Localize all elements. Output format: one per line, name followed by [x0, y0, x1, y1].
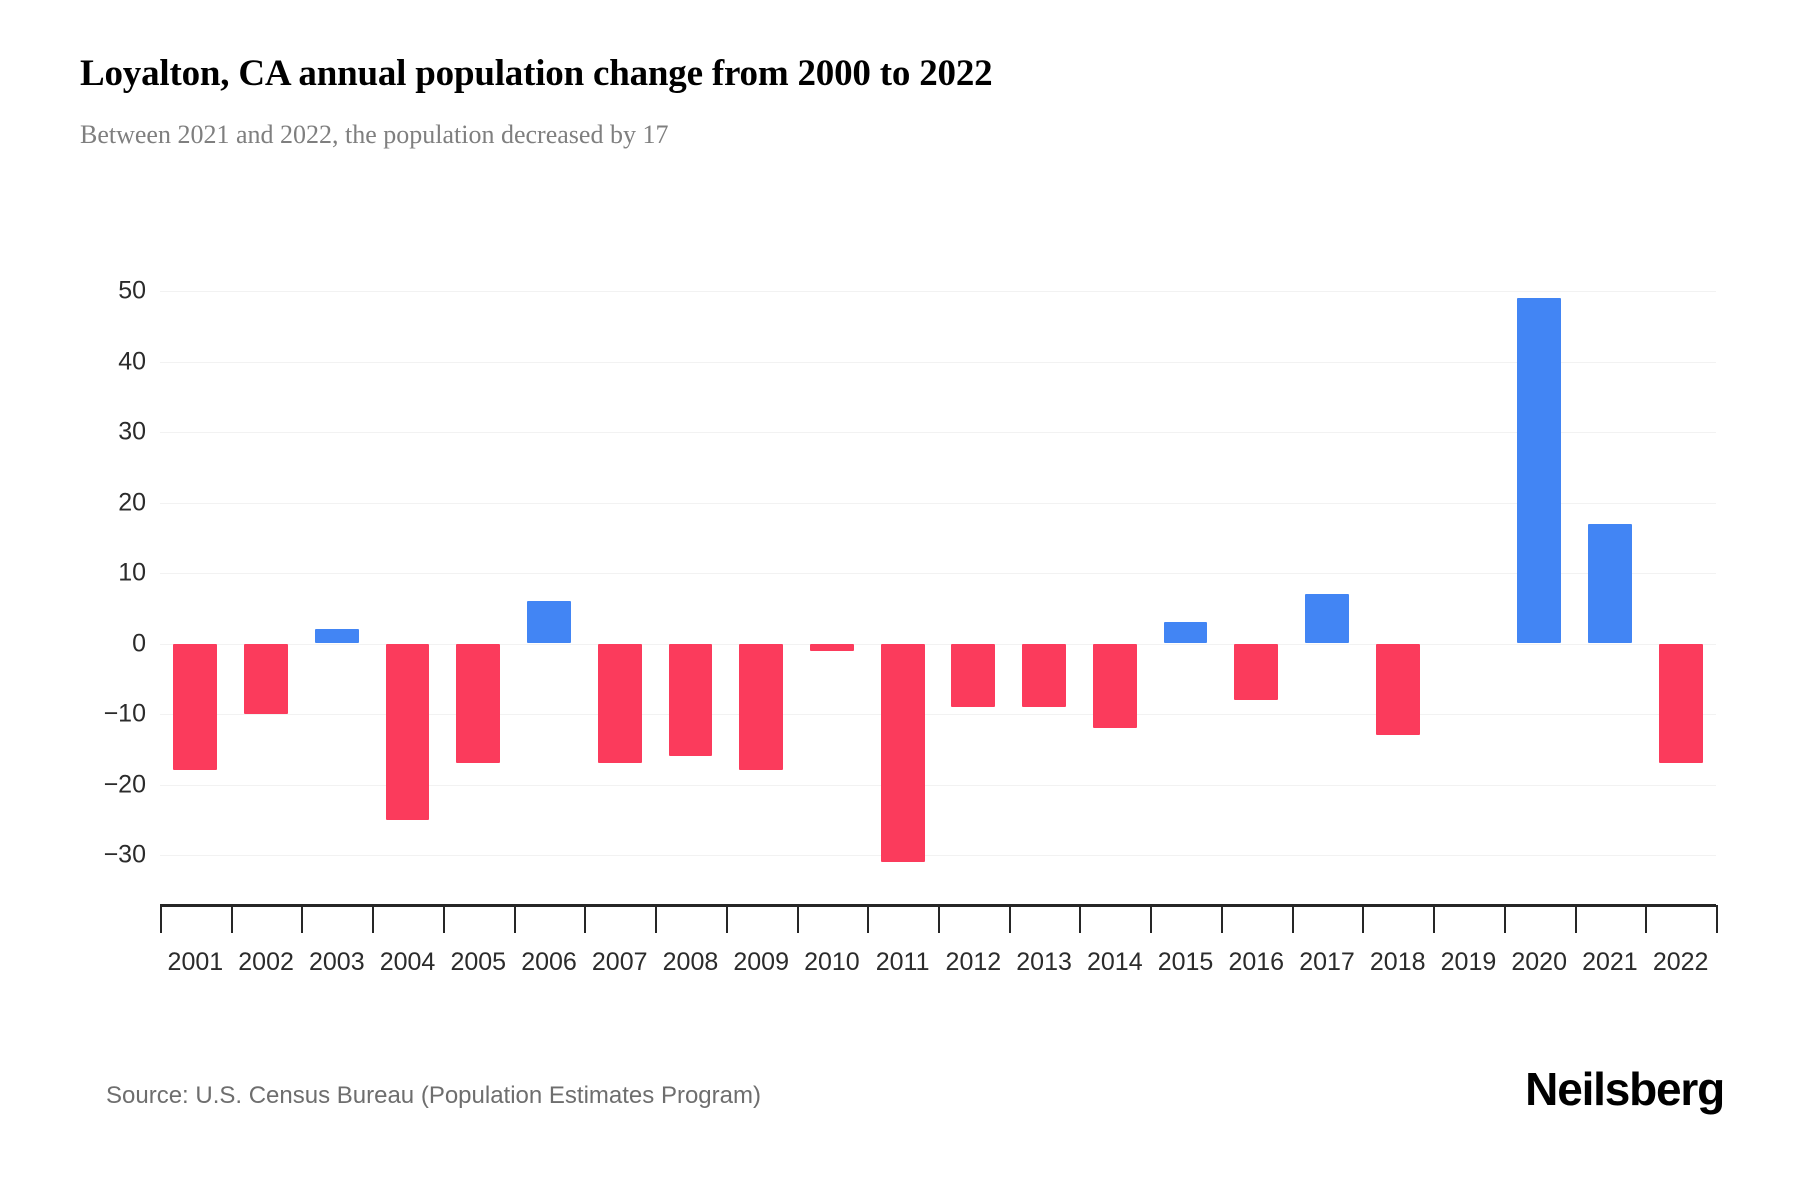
bar-2004[interactable] [385, 643, 430, 820]
x-tick-mark [513, 905, 516, 933]
x-tick-label-2008: 2008 [662, 948, 719, 976]
x-tick-mark [1220, 905, 1223, 933]
y-tick-label: −20 [103, 770, 146, 798]
x-tick-label-2018: 2018 [1369, 948, 1426, 976]
bar-2005[interactable] [456, 643, 501, 764]
bar-2006[interactable] [527, 601, 571, 644]
x-tick-label-2010: 2010 [804, 948, 860, 976]
y-tick-label: 50 [118, 276, 146, 305]
x-tick-mark [725, 905, 728, 933]
bar-2008[interactable] [668, 643, 713, 757]
x-tick-label-2001: 2001 [167, 948, 224, 976]
x-tick-mark [1150, 905, 1153, 933]
bar-2013[interactable] [1022, 643, 1066, 707]
bar-2016[interactable] [1234, 643, 1279, 700]
gridline [160, 643, 1716, 645]
x-tick-mark [301, 905, 304, 933]
x-tick-label-2013: 2013 [1016, 948, 1072, 976]
y-tick-label: 40 [118, 347, 146, 375]
bar-2020[interactable] [1517, 298, 1562, 644]
bar-2001[interactable] [173, 643, 218, 771]
x-tick-mark [796, 905, 799, 933]
bar-2007[interactable] [597, 643, 642, 764]
y-tick-label: 20 [118, 488, 146, 516]
x-tick-mark [867, 905, 870, 933]
gridline [160, 291, 1716, 292]
y-tick-label: 30 [118, 417, 146, 446]
plot-area [160, 291, 1716, 863]
x-tick-label-2011: 2011 [875, 948, 930, 976]
bar-2011[interactable] [880, 643, 925, 863]
x-tick-mark [1574, 905, 1577, 933]
x-tick-label-2019: 2019 [1440, 948, 1497, 976]
bar-2012[interactable] [951, 643, 996, 707]
x-tick-mark [1362, 905, 1365, 933]
x-tick-label-2016: 2016 [1228, 948, 1285, 976]
y-tick-label: 0 [132, 629, 146, 657]
x-tick-label-2005: 2005 [450, 948, 507, 976]
bar-2022[interactable] [1658, 643, 1703, 764]
bar-2018[interactable] [1375, 643, 1420, 736]
bar-2002[interactable] [244, 643, 288, 714]
bar-2015[interactable] [1163, 622, 1208, 644]
bar-2021[interactable] [1587, 523, 1632, 644]
x-tick-mark [160, 905, 162, 933]
x-tick-mark [1079, 905, 1082, 933]
x-tick-label-2020: 2020 [1511, 948, 1567, 976]
gridline [160, 432, 1716, 433]
x-tick-label-2021: 2021 [1582, 948, 1638, 976]
gridline [160, 573, 1716, 574]
x-tick-label-2003: 2003 [309, 948, 365, 976]
bar-2010[interactable] [809, 643, 854, 651]
page-title: Loyalton, CA annual population change fr… [80, 53, 993, 94]
x-tick-label-2002: 2002 [238, 948, 294, 976]
gridline [160, 714, 1716, 715]
gridline [160, 361, 1716, 363]
y-tick-label: −10 [103, 699, 146, 728]
x-tick-mark [1645, 905, 1648, 933]
x-tick-mark [1503, 905, 1506, 933]
bar-2017[interactable] [1305, 594, 1349, 644]
y-tick-label: −30 [103, 840, 146, 869]
page-subtitle: Between 2021 and 2022, the population de… [80, 120, 669, 149]
x-tick-label-2007: 2007 [591, 948, 648, 976]
x-tick-mark [230, 905, 233, 933]
x-tick-label-2014: 2014 [1087, 948, 1143, 976]
x-tick-label-2022: 2022 [1652, 948, 1709, 976]
bar-2003[interactable] [314, 629, 359, 644]
x-tick-mark [1008, 905, 1011, 933]
y-axis-labels: 50 40 30 20 10 0 −10 −20 −30 [60, 277, 146, 869]
x-tick-mark [1291, 905, 1294, 933]
x-tick-label-2004: 2004 [379, 948, 436, 976]
y-tick-label: 10 [118, 558, 146, 587]
bar-2014[interactable] [1092, 643, 1137, 729]
x-tick-label-2015: 2015 [1157, 948, 1214, 976]
x-tick-label-2009: 2009 [733, 948, 789, 976]
gridline [160, 784, 1716, 786]
gridline [160, 855, 1716, 856]
x-tick-mark [372, 905, 375, 933]
x-tick-mark [655, 905, 658, 933]
x-tick-mark [442, 905, 445, 933]
x-tick-label-2006: 2006 [521, 948, 577, 976]
brand-logo: Neilsberg [1525, 1063, 1725, 1115]
x-tick-mark [938, 905, 940, 933]
gridline [160, 502, 1716, 504]
x-tick-label-2017: 2017 [1299, 948, 1355, 976]
bar-2009[interactable] [739, 643, 784, 771]
x-tick-label-2012: 2012 [945, 948, 1002, 976]
x-tick-mark [1716, 905, 1718, 933]
x-tick-mark [1433, 905, 1436, 933]
x-tick-mark [584, 905, 587, 933]
source-note: Source: U.S. Census Bureau (Population E… [106, 1082, 761, 1109]
